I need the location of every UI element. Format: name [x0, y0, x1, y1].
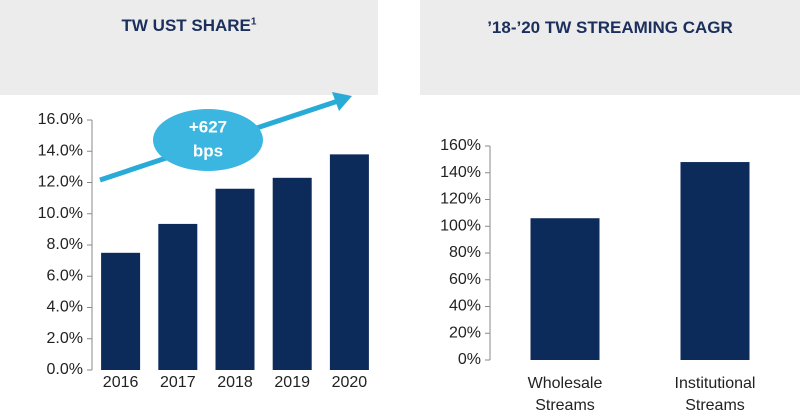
x-tick-label: 2017: [160, 374, 196, 391]
label-line: Streams: [535, 397, 595, 414]
y-tick-label: 6.0%: [47, 267, 83, 284]
footnote-marker: 1: [250, 16, 257, 28]
bar: [329, 154, 369, 370]
bar: [101, 252, 141, 370]
chart-title: TW UST SHARE: [121, 16, 251, 35]
bar: [215, 188, 255, 370]
label-line: Institutional: [675, 375, 756, 392]
label-line: Streams: [685, 397, 745, 414]
x-tick-label: Institutional Streams: [675, 375, 756, 414]
y-tick-label: 4.0%: [47, 299, 83, 316]
chart-header: ’18-’20 TW STREAMING CAGR: [420, 0, 800, 95]
y-tick-label: 120%: [440, 191, 481, 208]
y-tick-label: 60%: [449, 271, 481, 288]
y-tick-label: 20%: [449, 324, 481, 341]
y-tick-label: 8.0%: [47, 236, 83, 253]
label-line: Wholesale: [528, 375, 603, 392]
y-tick-label: 140%: [440, 164, 481, 181]
x-tick-label: 2019: [274, 374, 310, 391]
x-tick-label: 2020: [332, 374, 368, 391]
y-tick-label: 14.0%: [38, 142, 83, 159]
y-tick-label: 2.0%: [47, 330, 83, 347]
annotation-text: +627: [189, 117, 227, 136]
annotation-text: bps: [193, 141, 223, 160]
y-tick-label: 12.0%: [38, 174, 83, 191]
x-tick-label: Wholesale Streams: [528, 375, 603, 414]
bar: [158, 223, 198, 370]
y-tick-label: 0%: [458, 351, 481, 368]
x-tick-label: 2018: [217, 374, 253, 391]
y-tick-label: 16.0%: [38, 111, 83, 128]
arrow-head: [332, 92, 352, 111]
y-tick-label: 10.0%: [38, 205, 83, 222]
chart-header: TW UST SHARE1: [0, 0, 378, 95]
x-tick-label: 2016: [103, 374, 139, 391]
bar: [272, 177, 312, 370]
bar: [530, 218, 600, 360]
y-tick-label: 100%: [440, 217, 481, 234]
annotation-bubble: [153, 109, 263, 171]
y-tick-label: 0.0%: [47, 361, 83, 378]
bar: [680, 162, 750, 360]
chart-title: ’18-’20 TW STREAMING CAGR: [487, 18, 733, 37]
y-tick-label: 40%: [449, 298, 481, 315]
y-tick-label: 160%: [440, 137, 481, 154]
y-tick-label: 80%: [449, 244, 481, 261]
